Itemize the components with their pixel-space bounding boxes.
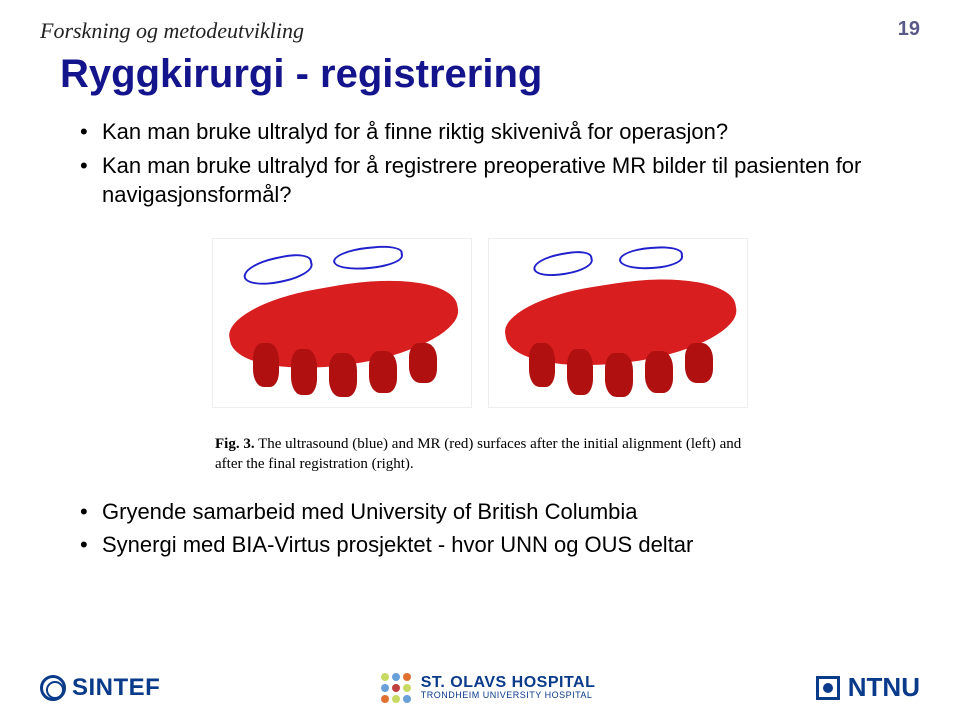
stolavs-icon <box>381 673 411 703</box>
ntnu-icon <box>816 676 840 700</box>
figure-caption: Fig. 3. The ultrasound (blue) and MR (re… <box>215 434 745 475</box>
slide: Forskning og metodeutvikling 19 Ryggkiru… <box>0 0 960 717</box>
figure-caption-label: Fig. 3. <box>215 436 255 452</box>
bottom-bullet-list: Gryende samarbeid med University of Brit… <box>80 497 920 560</box>
figure-panel-left <box>212 238 472 408</box>
top-bullet-list: Kan man bruke ultralyd for å finne rikti… <box>80 117 920 210</box>
section-label: Forskning og metodeutvikling <box>40 18 304 44</box>
slide-title: Ryggkirurgi - registrering <box>60 52 920 97</box>
ntnu-text: NTNU <box>848 672 920 703</box>
stolavs-logo: ST. OLAVS HOSPITAL TRONDHEIM UNIVERSITY … <box>381 673 596 703</box>
figure-caption-text: The ultrasound (blue) and MR (red) surfa… <box>215 436 741 472</box>
ntnu-logo: NTNU <box>816 672 920 703</box>
bullet-item: Synergi med BIA-Virtus prosjektet - hvor… <box>80 530 920 560</box>
stolavs-line1: ST. OLAVS HOSPITAL <box>421 675 596 691</box>
sintef-logo: SINTEF <box>40 674 160 702</box>
page-number: 19 <box>898 18 920 41</box>
footer-logos: SINTEF ST. OLAVS HOSPITAL TRONDHEIM UNIV… <box>40 672 920 703</box>
bullet-item: Kan man bruke ultralyd for å finne rikti… <box>80 117 920 147</box>
sintef-icon <box>40 675 66 701</box>
figure-row <box>40 238 920 408</box>
sintef-text: SINTEF <box>72 674 160 702</box>
stolavs-text: ST. OLAVS HOSPITAL TRONDHEIM UNIVERSITY … <box>421 675 596 700</box>
bullet-item: Gryende samarbeid med University of Brit… <box>80 497 920 527</box>
stolavs-line2: TRONDHEIM UNIVERSITY HOSPITAL <box>421 691 596 700</box>
bullet-item: Kan man bruke ultralyd for å registrere … <box>80 151 920 210</box>
figure-panel-right <box>488 238 748 408</box>
header-row: Forskning og metodeutvikling 19 <box>40 18 920 44</box>
